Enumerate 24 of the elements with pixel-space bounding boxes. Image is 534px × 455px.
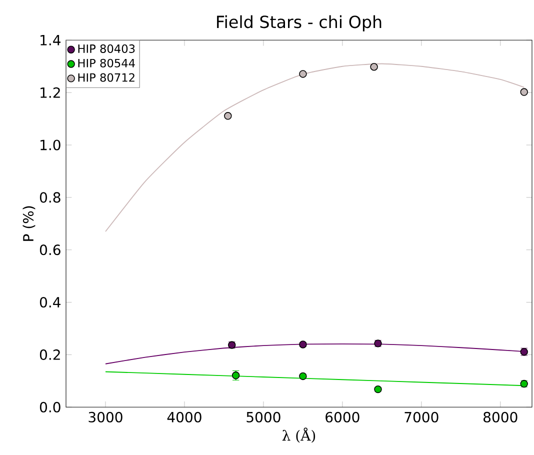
legend-label: HIP 80403 [78, 44, 135, 53]
point [520, 88, 528, 96]
y-axis-title: P (%) [22, 206, 36, 241]
y-tick-label: 0.2 [40, 349, 60, 360]
x-tick-label: 6000 [326, 412, 360, 422]
x-tick-label: 5000 [246, 412, 280, 422]
x-tick-label: 4000 [167, 412, 202, 422]
y-tick-label: 0.4 [40, 296, 60, 308]
legend-label: HIP 80712 [78, 73, 134, 82]
point [370, 63, 378, 71]
x-tick-label: 8000 [484, 412, 518, 422]
y-tick-label: 1.0 [40, 140, 60, 150]
legend-label: HIP 80544 [78, 58, 135, 68]
y-tick-label: 0.6 [40, 244, 60, 256]
y-tick-label: 0.0 [40, 402, 60, 412]
x-axis-title: λ (Å) [282, 428, 316, 443]
point [224, 112, 232, 120]
chart-title: Field Stars - chi Oph [217, 15, 382, 32]
y-tick-label: 0.8 [40, 192, 60, 203]
y-tick-label: 1.2 [40, 87, 60, 98]
point [299, 70, 307, 78]
y-tick-label: 1.4 [40, 35, 60, 46]
x-tick-label: 3000 [88, 412, 122, 422]
x-tick-label: 7000 [404, 412, 438, 422]
